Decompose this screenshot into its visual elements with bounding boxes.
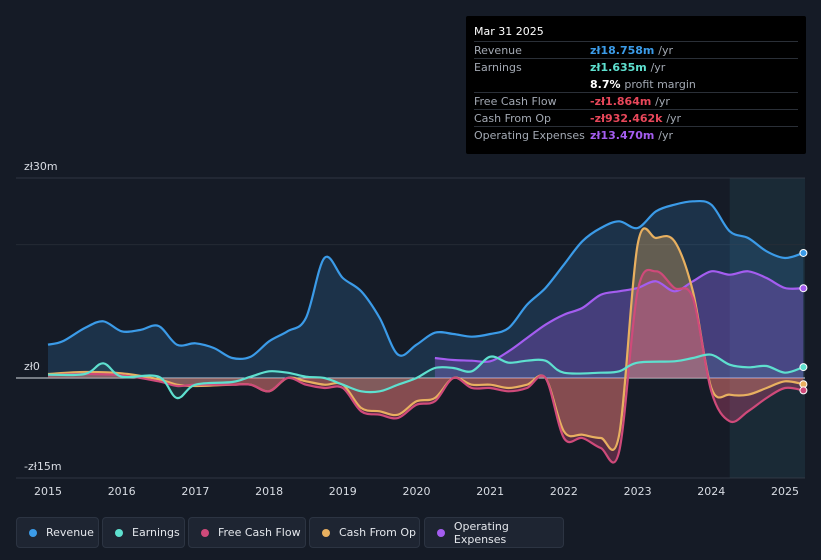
line-operating-expenses	[434, 270, 804, 364]
x-tick-label: 2022	[550, 485, 578, 498]
y-tick-label: -zł15m	[24, 460, 62, 473]
tooltip-value: 8.7% profit margin	[590, 78, 696, 91]
y-tick-label: zł0	[24, 360, 40, 373]
forecast-region	[729, 178, 805, 478]
line-revenue	[47, 199, 804, 361]
tooltip-value: zł13.470m /yr	[590, 129, 673, 142]
tooltip-value: zł18.758m /yr	[590, 44, 673, 57]
series-lines	[47, 199, 804, 464]
legend-label: Free Cash Flow	[218, 526, 301, 539]
area-free-cash-flow	[48, 269, 804, 463]
tooltip-row-earnings: Earnings zł1.635m /yr	[474, 58, 798, 76]
tooltip-row-cash-from-op: Cash From Op -zł932.462k /yr	[474, 109, 798, 127]
legend-label: Cash From Op	[339, 526, 417, 539]
tooltip-date: Mar 31 2025	[474, 25, 544, 38]
end-marker-revenue	[799, 248, 808, 257]
tooltip-value: -zł1.864m /yr	[590, 95, 670, 108]
tooltip-label: Free Cash Flow	[474, 95, 557, 108]
end-marker-earnings	[799, 363, 808, 372]
tooltip-label: Revenue	[474, 44, 522, 57]
legend-item-free-cash-flow[interactable]: Free Cash Flow	[188, 517, 306, 548]
forecast-band	[729, 178, 805, 478]
area-operating-expenses	[434, 271, 804, 378]
x-tick-label: 2018	[255, 485, 283, 498]
line-free-cash-flow	[47, 268, 804, 464]
tooltip-label: Operating Expenses	[474, 129, 585, 142]
x-tick-label: 2024	[697, 485, 725, 498]
tooltip-label: Earnings	[474, 61, 522, 74]
legend-label: Operating Expenses	[453, 519, 509, 546]
legend-dot-icon	[29, 528, 37, 537]
legend-dot-icon	[115, 528, 123, 537]
legend-dot-icon	[201, 528, 209, 537]
x-tick-label: 2016	[108, 485, 136, 498]
area-cash-from-op	[48, 228, 804, 450]
y-tick-label: zł30m	[24, 160, 58, 173]
line-earnings	[47, 353, 804, 400]
tooltip-row-operating-expenses: Operating Expenses zł13.470m /yr	[474, 126, 798, 144]
legend-item-revenue[interactable]: Revenue	[16, 517, 99, 548]
end-marker-free-cash-flow	[799, 386, 808, 395]
tooltip-row-margin: 8.7% profit margin	[474, 75, 798, 93]
x-tick-label: 2017	[181, 485, 209, 498]
legend-dot-icon	[437, 528, 445, 537]
tooltip-value: zł1.635m /yr	[590, 61, 666, 74]
area-revenue	[48, 201, 804, 378]
data-tooltip: Mar 31 2025 Revenue zł18.758m /yr Earnin…	[466, 16, 806, 154]
tooltip-row-revenue: Revenue zł18.758m /yr	[474, 41, 798, 59]
legend-label: Revenue	[46, 526, 94, 539]
legend-item-cash-from-op[interactable]: Cash From Op	[309, 517, 420, 548]
area-earnings	[48, 354, 804, 399]
legend-dot-icon	[322, 528, 330, 537]
tooltip-value: -zł932.462k /yr	[590, 112, 682, 125]
end-marker-operating-expenses	[799, 284, 808, 293]
y-axis-ticks: zł30m zł0 -zł15m	[24, 160, 62, 473]
x-tick-label: 2021	[476, 485, 504, 498]
tooltip-label: Cash From Op	[474, 112, 552, 125]
x-tick-label: 2019	[329, 485, 357, 498]
legend-item-earnings[interactable]: Earnings	[102, 517, 185, 548]
legend-label: Earnings	[132, 526, 180, 539]
series-end-markers	[799, 248, 808, 395]
tooltip-row-free-cash-flow: Free Cash Flow -zł1.864m /yr	[474, 92, 798, 110]
series-areas	[48, 201, 804, 463]
x-tick-label: 2020	[403, 485, 431, 498]
x-axis-ticks: 2015 2016 2017 2018 2019 2020 2021 2022 2023 2024…	[34, 485, 799, 498]
legend-item-operating-expenses[interactable]: Operating Expenses	[424, 517, 564, 548]
x-tick-label: 2025	[771, 485, 799, 498]
x-tick-label: 2015	[34, 485, 62, 498]
x-tick-label: 2023	[624, 485, 652, 498]
